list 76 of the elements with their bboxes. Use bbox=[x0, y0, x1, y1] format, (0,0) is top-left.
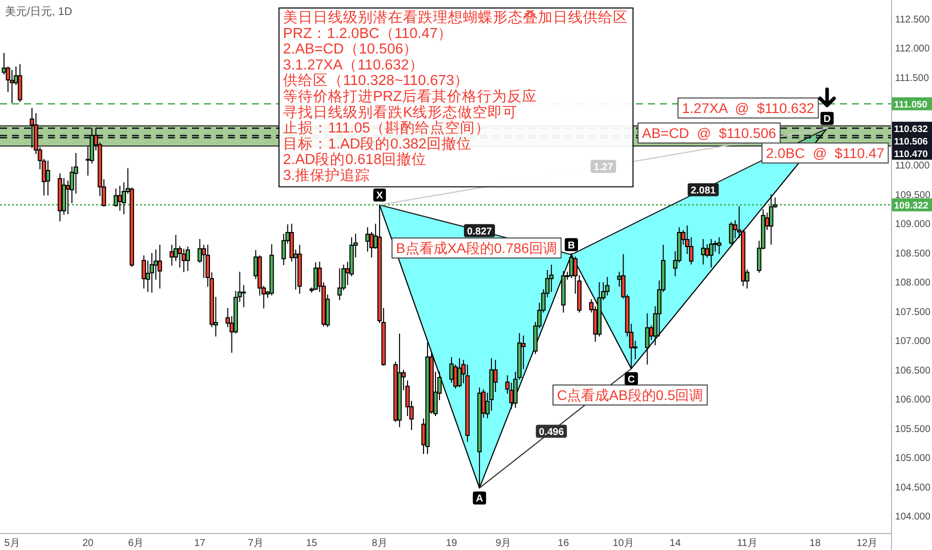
annotation: 2.AB=CD（10.506） bbox=[283, 42, 418, 58]
x-tick-label: 11月 bbox=[736, 538, 758, 549]
annotation: B点看成XA段的0.786回调 bbox=[396, 240, 558, 256]
y-tick-label: 107.000 bbox=[895, 336, 931, 348]
x-tick-label: 12月 bbox=[856, 538, 878, 549]
y-tick-label: 108.000 bbox=[895, 278, 931, 289]
ref-line-label: 110.632 bbox=[894, 124, 928, 135]
x-tick-label: 18 bbox=[810, 538, 822, 549]
value-label: C bbox=[624, 372, 638, 386]
annotation: 2.AD段的0.618回撤位 bbox=[283, 151, 427, 168]
annotation: 2.0BC @ $110.47 bbox=[766, 145, 884, 161]
x-tick-label: 5月 bbox=[4, 538, 20, 549]
x-tick-label: 16 bbox=[558, 538, 570, 549]
annotation: AB=CD @ $110.506 bbox=[642, 125, 776, 141]
annotation: 美日日线级别潜在看跌理想蝴蝶形态叠加日线供给区 bbox=[283, 9, 628, 26]
annotation: 0.827 bbox=[466, 226, 492, 238]
y-tick-label: 105.500 bbox=[895, 424, 931, 435]
ref-line-label: 109.322 bbox=[894, 200, 928, 212]
data-label: D bbox=[823, 114, 831, 125]
x-tick-label: 8月 bbox=[372, 538, 388, 549]
legend-label: 110.470 bbox=[894, 148, 928, 160]
annotation: 寻找日线级别看跌K线形态做空即可 bbox=[283, 104, 518, 121]
y-tick-label: 107.500 bbox=[895, 306, 931, 318]
annotation: 3.1.27XA（110.632） bbox=[283, 57, 424, 74]
annotation: 等待价格打进PRZ后看其价格行为反应 bbox=[283, 88, 537, 105]
annotation: 3.推保护追踪 bbox=[283, 167, 370, 184]
x-tick-label: 17 bbox=[194, 538, 206, 549]
ref-line-label: 110.506 bbox=[894, 136, 928, 148]
annotation: 2.081 bbox=[690, 185, 716, 196]
annotation: C点看成AB段的0.5回调 bbox=[557, 387, 704, 403]
y-tick-label: 109.000 bbox=[895, 219, 931, 230]
annotation: 0.496 bbox=[538, 426, 564, 438]
y-tick-label: 108.500 bbox=[895, 248, 931, 260]
annotation: 供给区（110.328~110.673） bbox=[283, 72, 470, 90]
price-label: 109.322 bbox=[892, 198, 932, 212]
x-tick-label: 6月 bbox=[128, 538, 144, 549]
annotation: PRZ：1.2.0BC（110.47） bbox=[283, 26, 453, 42]
note: C点看成AB段的0.5回调 bbox=[552, 384, 708, 406]
x-tick-label: 9月 bbox=[496, 538, 512, 549]
y-tick-label: 112.000 bbox=[895, 44, 930, 55]
data-label: B bbox=[568, 240, 575, 252]
annotation: 止损：111.05（斟酌给点空间） bbox=[283, 120, 490, 137]
data-label: A bbox=[476, 494, 484, 505]
y-tick-label: 112.500 bbox=[895, 14, 930, 26]
value-label: 2.081 bbox=[688, 183, 719, 196]
value-label: B bbox=[564, 238, 578, 252]
ref-line-label: 111.050 bbox=[894, 99, 928, 110]
data-label: X bbox=[376, 190, 384, 202]
x-tick-label: 14 bbox=[670, 538, 682, 549]
x-tick-label: 15 bbox=[306, 538, 318, 549]
note: AB=CD @ $110.506 bbox=[638, 122, 781, 144]
y-tick-label: 109.500 bbox=[895, 190, 931, 201]
value-label: X bbox=[373, 188, 386, 202]
x-tick-label: 19 bbox=[446, 538, 458, 549]
note: B点看成XA段的0.786回调 bbox=[392, 238, 562, 258]
y-tick-label: 106.000 bbox=[895, 394, 931, 406]
price-label: 110.632 bbox=[892, 122, 932, 135]
x-tick-label: 20 bbox=[82, 538, 94, 549]
y-tick-label: 104.500 bbox=[895, 482, 931, 494]
note: 1.27XA @ $110.632 bbox=[678, 98, 819, 118]
y-tick-label: 106.500 bbox=[895, 365, 931, 376]
y-tick-label: 110.000 bbox=[895, 160, 930, 172]
price-label: 110.470 bbox=[892, 146, 932, 160]
annotation: 目标：1.AD段的0.382回撤位 bbox=[283, 135, 472, 152]
y-tick-label: 104.000 bbox=[895, 512, 931, 523]
y-tick-label: 111.500 bbox=[895, 72, 930, 84]
note: 2.0BC @ $110.47 bbox=[762, 142, 889, 164]
x-tick-label: 7月 bbox=[248, 538, 264, 549]
value-label: 0.827 bbox=[464, 224, 495, 238]
price-label: 111.050 bbox=[892, 97, 932, 110]
text: 美元/日元, 1D bbox=[5, 5, 72, 18]
data-label: C bbox=[628, 374, 635, 386]
annotation: 1.27XA @ $110.632 bbox=[682, 100, 814, 116]
y-tick-label: 105.000 bbox=[895, 453, 931, 464]
x-tick-label: 10月 bbox=[612, 538, 634, 549]
price-label: 110.506 bbox=[892, 134, 932, 148]
